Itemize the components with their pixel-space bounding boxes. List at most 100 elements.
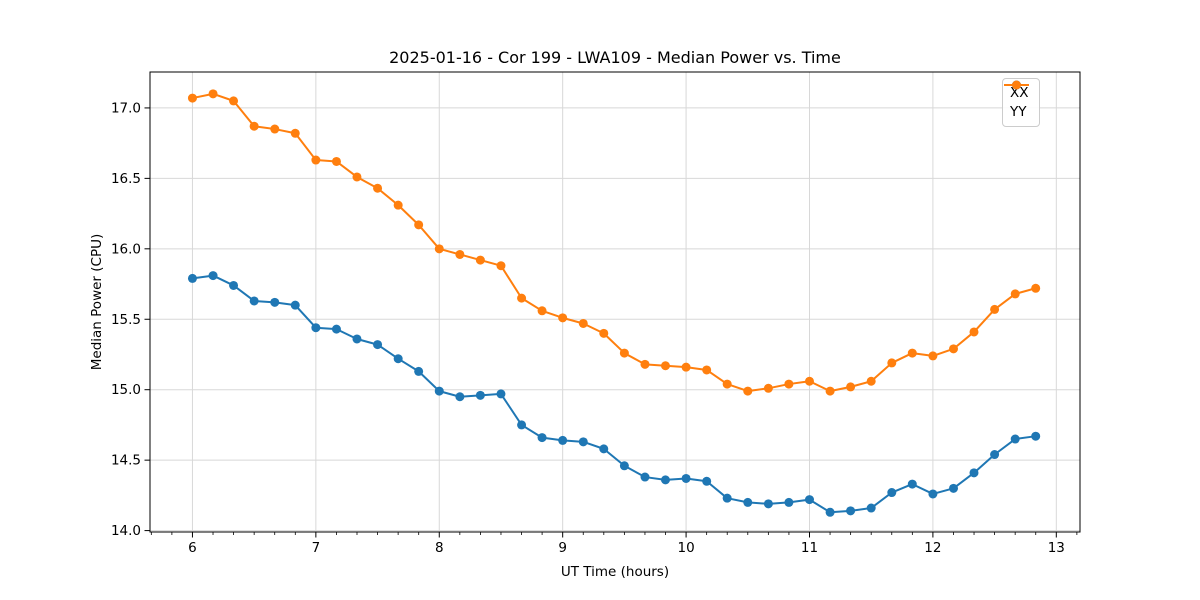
data-point-yy <box>640 359 650 369</box>
series-line-xx <box>191 274 1037 514</box>
data-point-yy <box>290 128 300 138</box>
data-point-xx <box>743 497 753 507</box>
x-tick-label: 12 <box>924 540 941 556</box>
data-point-xx <box>311 323 321 333</box>
data-point-yy <box>702 365 712 375</box>
data-point-yy <box>825 386 835 396</box>
data-point-xx <box>558 435 568 445</box>
data-point-xx <box>393 354 403 364</box>
data-point-yy <box>352 172 362 182</box>
data-point-xx <box>1031 431 1041 441</box>
data-point-yy <box>599 328 609 338</box>
data-point-xx <box>866 503 876 513</box>
data-point-yy <box>969 327 979 337</box>
data-point-xx <box>763 499 773 509</box>
data-point-yy <box>928 351 938 361</box>
data-point-yy <box>907 348 917 358</box>
data-point-yy <box>660 361 670 371</box>
x-tick-label: 8 <box>435 540 444 556</box>
data-point-yy <box>990 304 1000 314</box>
y-tick-label: 14.5 <box>111 453 141 469</box>
data-point-yy <box>578 318 588 328</box>
legend-label-yy: YY <box>1010 104 1027 120</box>
data-point-xx <box>290 300 300 310</box>
y-tick-label: 16.0 <box>111 241 141 257</box>
data-point-xx <box>928 489 938 499</box>
data-point-xx <box>208 271 218 281</box>
data-point-yy <box>496 261 506 271</box>
data-point-xx <box>702 476 712 486</box>
chart-title: 2025-01-16 - Cor 199 - LWA109 - Median P… <box>389 48 841 67</box>
data-point-xx <box>990 450 1000 460</box>
data-point-xx <box>599 444 609 454</box>
data-point-yy <box>1031 283 1041 293</box>
data-point-xx <box>537 433 547 443</box>
data-point-yy <box>804 376 814 386</box>
data-point-xx <box>414 366 424 376</box>
legend: XX YY <box>1002 78 1040 127</box>
data-point-yy <box>846 382 856 392</box>
data-point-yy <box>763 383 773 393</box>
data-point-xx <box>825 507 835 517</box>
y-tick-label: 15.5 <box>111 312 141 328</box>
y-tick-label: 17.0 <box>111 100 141 116</box>
data-point-xx <box>352 334 362 344</box>
data-point-xx <box>517 420 527 430</box>
data-point-xx <box>681 473 691 483</box>
series-line-yy <box>191 92 1037 393</box>
x-tick-label: 13 <box>1048 540 1065 556</box>
data-point-yy <box>537 306 547 316</box>
data-point-yy <box>414 220 424 230</box>
y-axis-label-text: Median Power (CPU) <box>89 233 105 371</box>
data-point-xx <box>722 493 732 503</box>
data-point-yy <box>331 156 341 166</box>
data-point-xx <box>229 280 239 290</box>
data-point-xx <box>784 497 794 507</box>
data-point-xx <box>949 483 959 493</box>
data-point-xx <box>455 392 465 402</box>
data-point-yy <box>784 379 794 389</box>
data-point-yy <box>681 362 691 372</box>
data-point-xx <box>804 495 814 505</box>
x-tick-label: 10 <box>677 540 694 556</box>
data-point-yy <box>949 344 959 354</box>
data-point-yy <box>475 255 485 265</box>
data-point-yy <box>373 183 383 193</box>
y-tick-label: 15.0 <box>111 382 141 398</box>
legend-marker-yy <box>1004 80 1029 90</box>
data-point-yy <box>722 379 732 389</box>
data-point-yy <box>249 121 259 131</box>
data-point-xx <box>249 296 259 306</box>
data-point-xx <box>640 472 650 482</box>
data-point-yy <box>619 348 629 358</box>
data-point-yy <box>187 93 197 103</box>
x-tick-label: 9 <box>558 540 567 556</box>
data-point-yy <box>455 249 465 259</box>
data-point-xx <box>373 340 383 350</box>
data-point-yy <box>229 96 239 106</box>
data-point-xx <box>496 389 506 399</box>
data-point-xx <box>846 506 856 516</box>
data-point-xx <box>907 479 917 489</box>
data-point-xx <box>434 386 444 396</box>
data-point-xx <box>331 324 341 334</box>
x-tick-label: 6 <box>188 540 197 556</box>
x-tick-label: 11 <box>801 540 818 556</box>
data-point-yy <box>887 358 897 368</box>
data-point-xx <box>578 437 588 447</box>
data-point-yy <box>866 376 876 386</box>
data-point-yy <box>434 244 444 254</box>
data-point-yy <box>558 313 568 323</box>
data-point-xx <box>887 488 897 498</box>
data-point-yy <box>393 200 403 210</box>
data-point-yy <box>208 89 218 99</box>
data-point-xx <box>969 468 979 478</box>
data-point-xx <box>270 297 280 307</box>
x-axis-label: UT Time (hours) <box>560 564 670 580</box>
data-point-yy <box>311 155 321 165</box>
data-point-yy <box>270 124 280 134</box>
data-point-yy <box>517 293 527 303</box>
x-tick-label: 7 <box>312 540 321 556</box>
data-point-xx <box>1010 434 1020 444</box>
